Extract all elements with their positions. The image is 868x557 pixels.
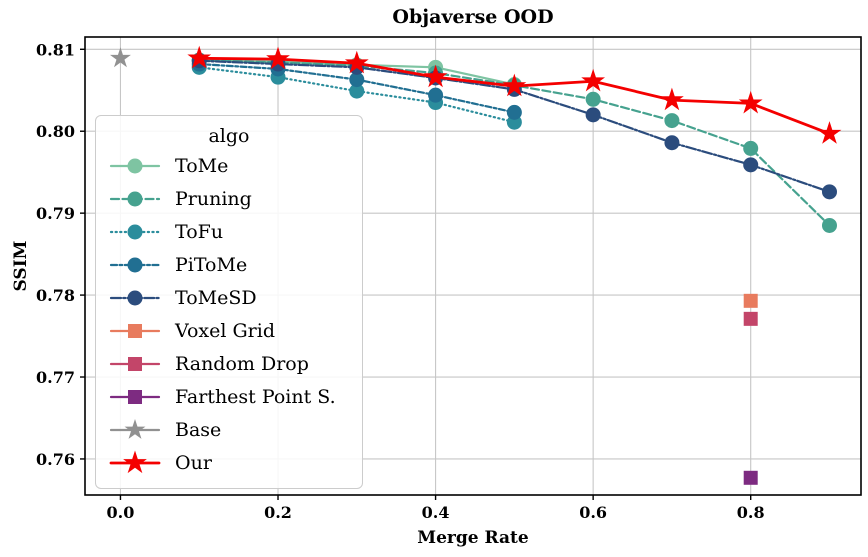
pruning-swatch-icon bbox=[109, 191, 161, 206]
tofu-swatch-icon bbox=[109, 224, 161, 239]
star-marker bbox=[817, 121, 842, 144]
our-swatch-icon bbox=[109, 450, 161, 473]
circle-marker bbox=[743, 157, 759, 173]
star-marker bbox=[581, 68, 606, 92]
star-marker bbox=[344, 50, 369, 74]
series-random-drop bbox=[743, 311, 758, 326]
x-tick-label: 0.6 bbox=[579, 503, 607, 522]
legend-item-tomesd: ToMeSD bbox=[96, 281, 362, 314]
y-tick-label: 0.78 bbox=[36, 286, 75, 305]
legend: algo ToMe Pruning ToFu PiToMe ToMeSD Voxel Gr… bbox=[95, 115, 363, 489]
legend-items: ToMe Pruning ToFu PiToMe ToMeSD Voxel Grid Ran… bbox=[96, 149, 362, 479]
chart-title: Objaverse OOD bbox=[392, 6, 554, 28]
x-tick-label: 0.8 bbox=[737, 503, 765, 522]
circle-marker bbox=[127, 224, 143, 239]
y-tick-label: 0.79 bbox=[36, 204, 75, 223]
pitome-swatch-icon bbox=[109, 257, 161, 272]
legend-item-random-drop: Random Drop bbox=[96, 347, 362, 380]
base-swatch-icon bbox=[109, 418, 161, 439]
x-axis-label: Merge Rate bbox=[417, 528, 529, 548]
star-marker bbox=[124, 418, 146, 439]
voxel-grid-swatch-icon bbox=[109, 323, 161, 338]
random-drop-swatch-icon bbox=[109, 356, 161, 371]
star-marker bbox=[423, 64, 448, 88]
tick-layer: 0.0 0.2 0.4 0.6 0.8 0.81 0.80 0.79 0.78 0.77 0.76 bbox=[36, 40, 765, 522]
square-marker bbox=[128, 389, 142, 404]
circle-marker bbox=[585, 107, 601, 123]
circle-marker bbox=[127, 191, 143, 206]
star-marker bbox=[660, 87, 684, 111]
tome-swatch-icon bbox=[109, 158, 161, 173]
square-marker bbox=[128, 323, 142, 338]
square-marker bbox=[743, 470, 758, 485]
y-axis-label: SSIM bbox=[11, 240, 31, 292]
legend-label: Pruning bbox=[175, 187, 252, 210]
circle-marker bbox=[127, 257, 143, 272]
legend-item-tome: ToMe bbox=[96, 149, 362, 182]
circle-marker bbox=[664, 113, 680, 129]
star-marker bbox=[502, 73, 527, 97]
legend-title: algo bbox=[208, 125, 250, 147]
star-marker bbox=[187, 45, 212, 69]
circle-marker bbox=[349, 72, 365, 88]
legend-item-base: Base bbox=[96, 413, 362, 446]
legend-label: ToMe bbox=[175, 154, 229, 177]
series-layer bbox=[109, 45, 842, 485]
y-tick-label: 0.76 bbox=[36, 450, 75, 469]
series-farthest-point-s bbox=[743, 470, 758, 485]
series-line bbox=[198, 66, 516, 124]
legend-label: Base bbox=[175, 418, 222, 441]
square-marker bbox=[743, 293, 758, 308]
star-marker bbox=[266, 46, 290, 70]
tomesd-swatch-icon bbox=[109, 290, 161, 305]
star-marker bbox=[109, 47, 131, 68]
y-tick-label: 0.77 bbox=[36, 368, 75, 387]
star-marker bbox=[123, 450, 147, 473]
legend-item-tofu: ToFu bbox=[96, 215, 362, 248]
circle-marker bbox=[821, 217, 837, 233]
circle-marker bbox=[743, 140, 759, 156]
plot-border bbox=[84, 36, 862, 496]
circle-marker bbox=[585, 91, 601, 107]
circle-marker bbox=[664, 135, 680, 151]
circle-marker bbox=[349, 83, 365, 99]
square-marker bbox=[743, 311, 758, 326]
legend-label: Random Drop bbox=[175, 352, 309, 375]
circle-marker bbox=[821, 184, 837, 200]
circle-marker bbox=[428, 87, 444, 103]
legend-label: Our bbox=[175, 451, 212, 474]
legend-item-voxel-grid: Voxel Grid bbox=[96, 314, 362, 347]
square-marker bbox=[128, 356, 142, 371]
y-tick-label: 0.81 bbox=[36, 40, 75, 59]
farthest-point-s-swatch-icon bbox=[109, 389, 161, 404]
legend-item-our: Our bbox=[96, 446, 362, 479]
circle-marker bbox=[127, 290, 143, 305]
legend-item-pitome: PiToMe bbox=[96, 248, 362, 281]
circle-marker bbox=[127, 158, 143, 173]
legend-label: Farthest Point S. bbox=[175, 385, 336, 408]
x-tick-label: 0.2 bbox=[264, 503, 292, 522]
x-tick-label: 0.0 bbox=[107, 503, 135, 522]
legend-label: ToFu bbox=[175, 220, 224, 243]
series-our bbox=[187, 45, 842, 144]
axes-layer bbox=[84, 36, 862, 496]
circle-marker bbox=[506, 104, 522, 120]
legend-label: PiToMe bbox=[175, 253, 248, 276]
legend-item-farthest-point-s: Farthest Point S. bbox=[96, 380, 362, 413]
legend-label: Voxel Grid bbox=[175, 319, 275, 342]
legend-item-pruning: Pruning bbox=[96, 182, 362, 215]
series-voxel-grid bbox=[743, 293, 758, 308]
series-base bbox=[109, 47, 131, 68]
legend-label: ToMeSD bbox=[175, 286, 257, 309]
y-tick-label: 0.80 bbox=[36, 122, 75, 141]
star-marker bbox=[738, 90, 763, 114]
x-tick-label: 0.4 bbox=[422, 503, 450, 522]
